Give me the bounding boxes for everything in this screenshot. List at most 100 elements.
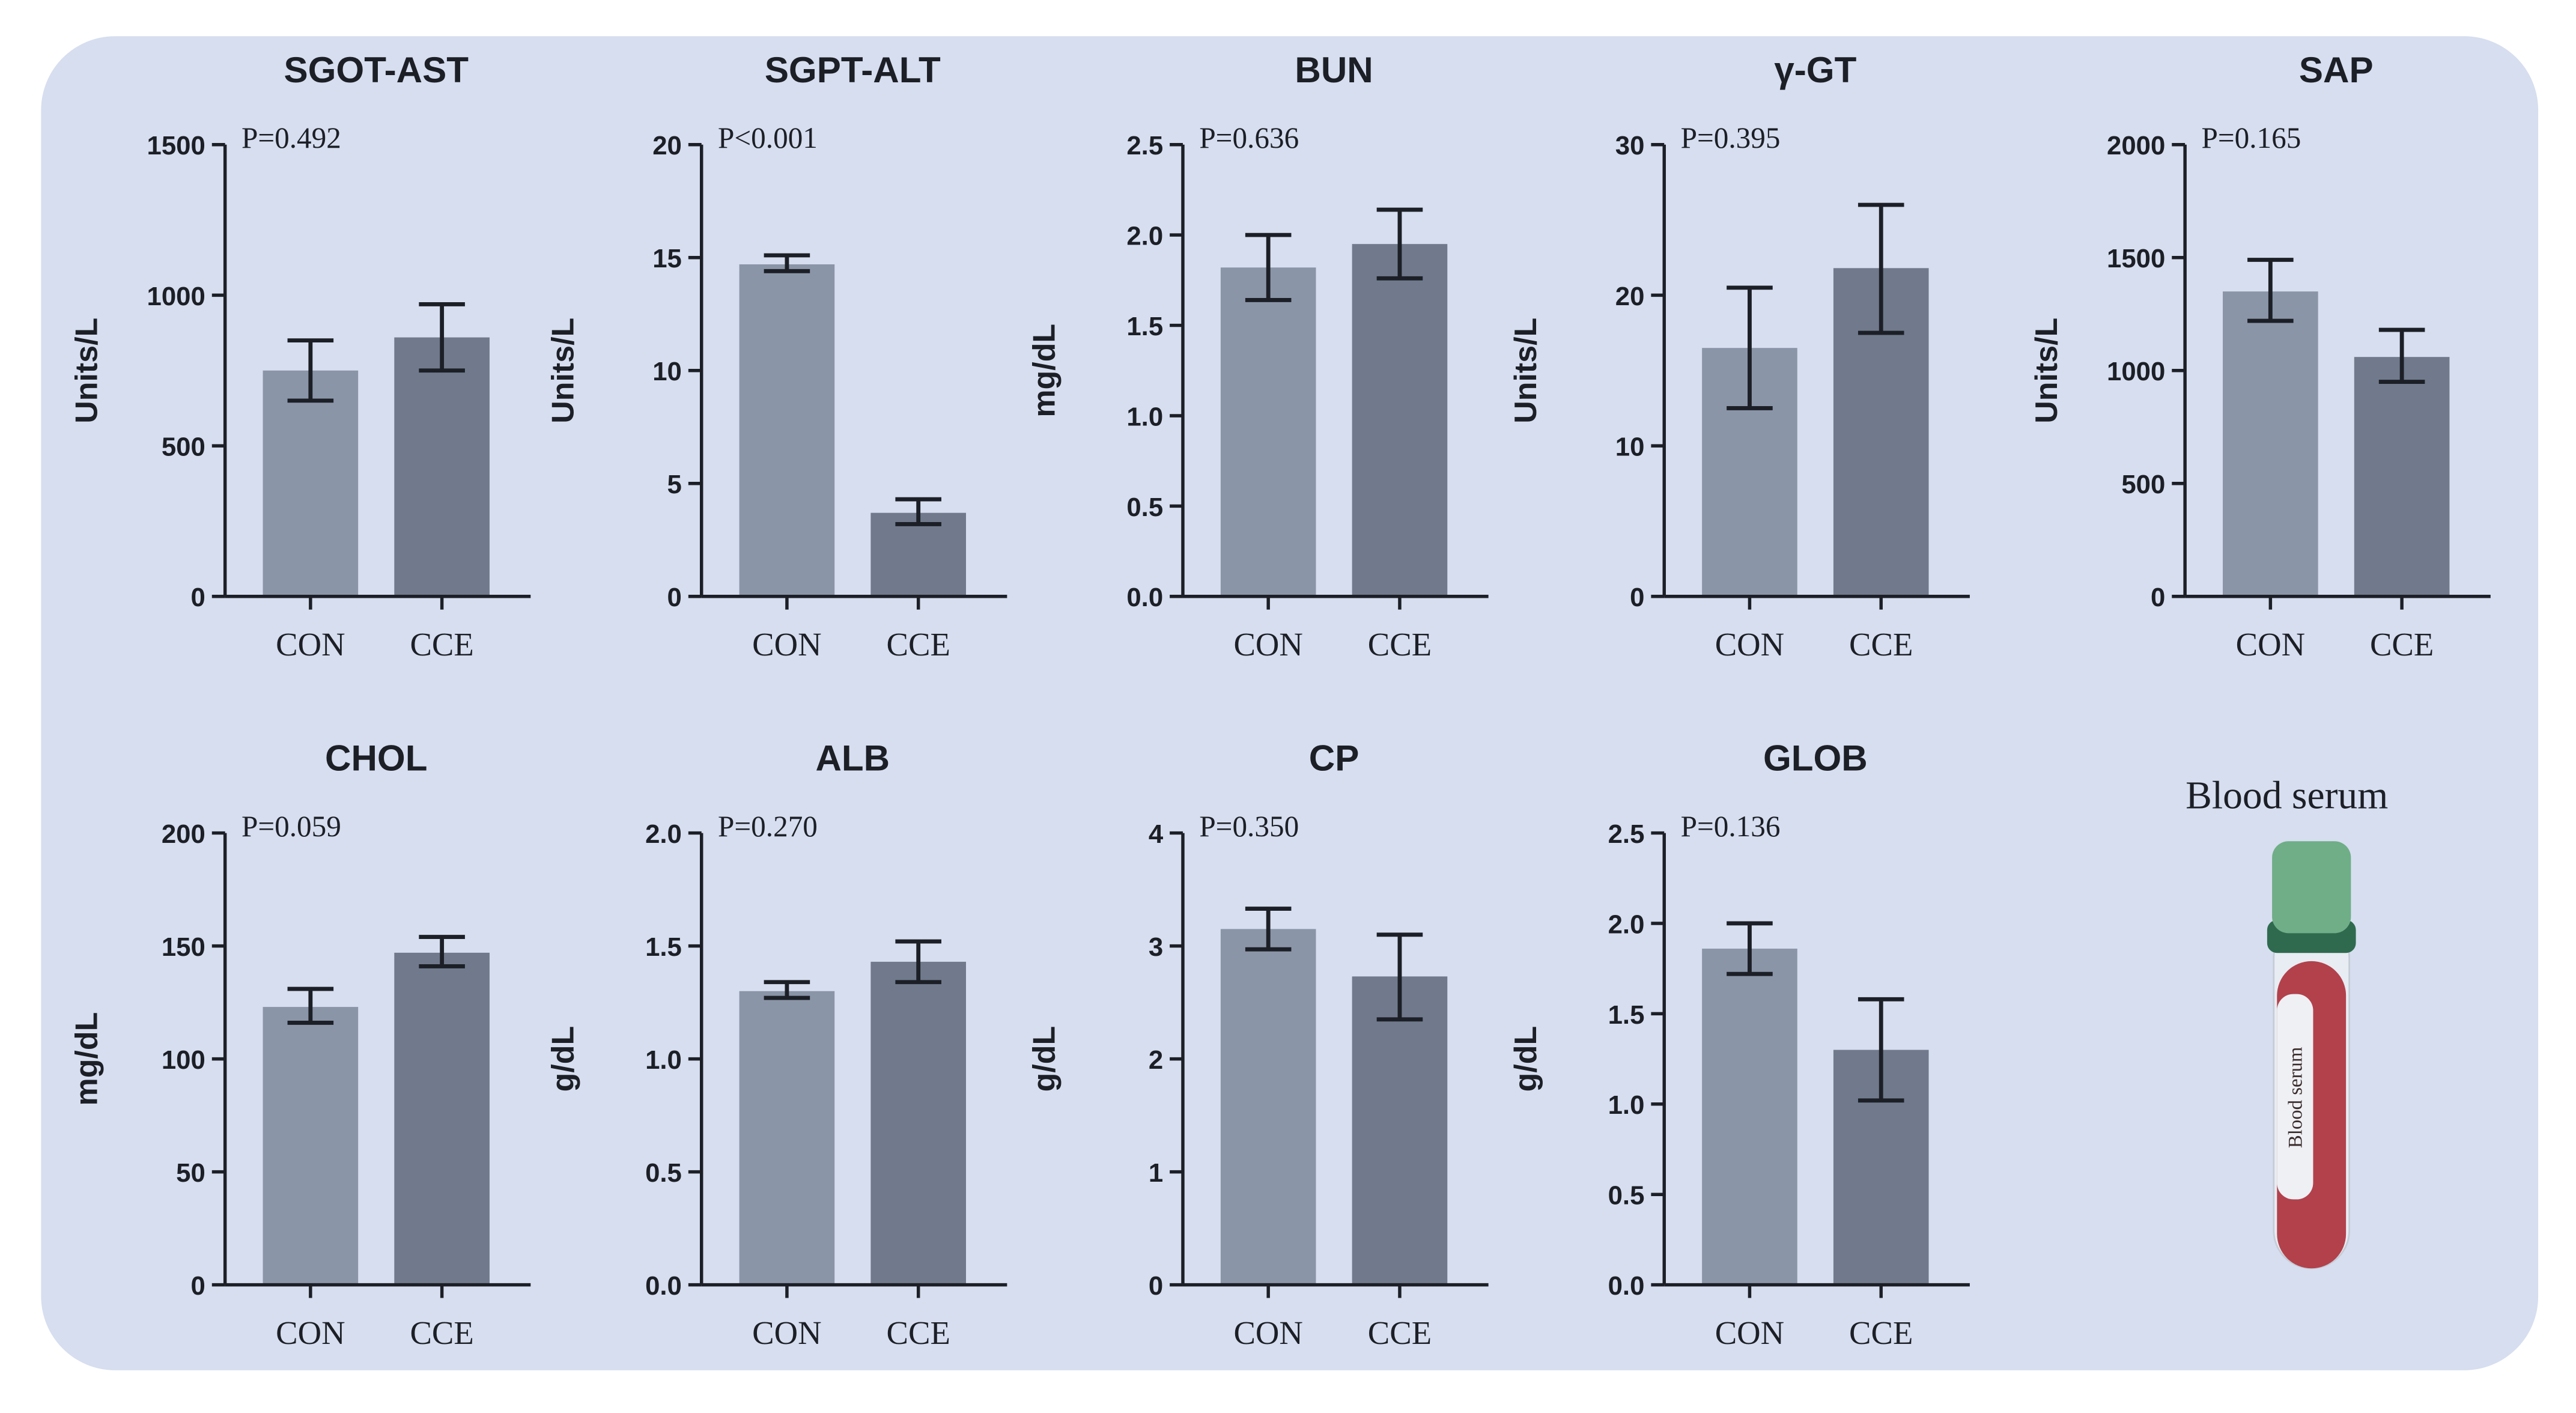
y-tick-label: 0 bbox=[2151, 583, 2165, 612]
chart--gt: γ-GT P=0.395 Units/L CON CCE 0 10 20 30 bbox=[1508, 50, 1970, 663]
chart-title: SGPT-ALT bbox=[765, 50, 941, 90]
x-tick-label: CCE bbox=[1849, 1314, 1913, 1351]
x-tick-label: CCE bbox=[410, 1314, 473, 1351]
y-tick-label: 1000 bbox=[147, 282, 205, 311]
x-tick-label: CON bbox=[276, 626, 345, 663]
p-value: P=0.492 bbox=[242, 121, 341, 154]
y-tick-label: 0 bbox=[1149, 1271, 1163, 1301]
chart-title: BUN bbox=[1295, 50, 1373, 90]
x-tick-label: CCE bbox=[887, 626, 950, 663]
y-axis-label: mg/dL bbox=[69, 1012, 104, 1106]
x-tick-label: CON bbox=[1715, 626, 1784, 663]
p-value: P=0.059 bbox=[242, 810, 341, 843]
x-tick-label: CON bbox=[1233, 626, 1302, 663]
y-tick-label: 2000 bbox=[2107, 131, 2165, 160]
bar-con bbox=[739, 264, 835, 597]
y-tick-label: 0.5 bbox=[645, 1158, 682, 1188]
p-value: P<0.001 bbox=[718, 121, 818, 154]
bar-con bbox=[1220, 267, 1316, 597]
y-tick-label: 1.0 bbox=[1608, 1090, 1645, 1120]
bar-cce bbox=[1352, 976, 1448, 1285]
chart-bun: BUN P=0.636 mg/dL CON CCE 0.0 0.5 1.0 1.5 2.0 2.5 bbox=[1027, 50, 1489, 663]
x-tick-label: CCE bbox=[1849, 626, 1913, 663]
y-tick-label: 1.0 bbox=[1126, 402, 1163, 431]
y-axis-label: Units/L bbox=[1508, 318, 1543, 424]
y-tick-label: 0.0 bbox=[1608, 1271, 1645, 1301]
chart-alb: ALB P=0.270 g/dL CON CCE 0.0 0.5 1.0 1.5 2.0 bbox=[545, 738, 1007, 1351]
p-value: P=0.165 bbox=[2201, 121, 2301, 154]
tube-label: Blood serum bbox=[2285, 1047, 2306, 1149]
chart-glob: GLOB P=0.136 g/dL CON CCE 0.0 0.5 1.0 1.5 2.0 2.5 bbox=[1508, 738, 1970, 1351]
y-tick-label: 0.0 bbox=[645, 1271, 682, 1301]
y-tick-label: 0 bbox=[1630, 583, 1644, 612]
y-tick-label: 50 bbox=[176, 1158, 205, 1188]
y-tick-label: 2.5 bbox=[1608, 819, 1645, 849]
y-tick-label: 500 bbox=[162, 433, 205, 462]
y-tick-label: 2 bbox=[1149, 1045, 1163, 1075]
x-tick-label: CON bbox=[1715, 1314, 1784, 1351]
y-tick-label: 10 bbox=[1615, 433, 1645, 462]
y-axis-label: g/dL bbox=[1027, 1026, 1062, 1092]
y-tick-label: 15 bbox=[652, 244, 682, 273]
x-tick-label: CON bbox=[752, 1314, 821, 1351]
tube-cap bbox=[2272, 841, 2351, 934]
illustration-title: Blood serum bbox=[2186, 774, 2388, 818]
chart-sgpt-alt: SGPT-ALT P<0.001 Units/L CON CCE 0 5 10 15 20 bbox=[545, 50, 1007, 663]
blood-serum-illustration: Blood serum Blood serum bbox=[2186, 774, 2388, 1269]
chart-chol: CHOL P=0.059 mg/dL CON CCE 0 50 100 150 200 bbox=[69, 738, 531, 1351]
y-tick-label: 4 bbox=[1149, 819, 1164, 849]
chart-title: GLOB bbox=[1763, 738, 1868, 779]
chart-cp: CP P=0.350 g/dL CON CCE 0 1 2 3 4 bbox=[1027, 738, 1489, 1351]
p-value: P=0.395 bbox=[1681, 121, 1781, 154]
p-value: P=0.270 bbox=[718, 810, 818, 843]
x-tick-label: CCE bbox=[887, 1314, 950, 1351]
y-tick-label: 0.0 bbox=[1126, 583, 1163, 612]
y-tick-label: 0 bbox=[667, 583, 682, 612]
x-tick-label: CCE bbox=[2370, 626, 2434, 663]
p-value: P=0.350 bbox=[1199, 810, 1299, 843]
y-axis-label: Units/L bbox=[2029, 318, 2064, 424]
y-axis-label: g/dL bbox=[545, 1026, 580, 1092]
y-tick-label: 5 bbox=[667, 470, 682, 499]
y-tick-label: 2.0 bbox=[1126, 222, 1163, 251]
y-axis-label: g/dL bbox=[1508, 1026, 1543, 1092]
bar-con bbox=[739, 991, 835, 1285]
y-tick-label: 3 bbox=[1149, 932, 1163, 962]
bar-cce bbox=[2354, 357, 2450, 597]
y-tick-label: 0 bbox=[190, 1271, 205, 1301]
bar-cce bbox=[1352, 244, 1448, 597]
y-tick-label: 2.0 bbox=[645, 819, 682, 849]
bar-cce bbox=[870, 512, 966, 597]
y-tick-label: 1.0 bbox=[645, 1045, 682, 1075]
chart-title: CP bbox=[1309, 738, 1359, 779]
x-tick-label: CON bbox=[2236, 626, 2305, 663]
y-tick-label: 1.5 bbox=[1126, 312, 1163, 341]
x-tick-label: CCE bbox=[410, 626, 473, 663]
chart-title: CHOL bbox=[325, 738, 427, 779]
bar-cce bbox=[394, 952, 490, 1285]
chart-title: γ-GT bbox=[1774, 50, 1856, 90]
y-tick-label: 1.5 bbox=[645, 932, 682, 962]
y-tick-label: 0 bbox=[190, 583, 205, 612]
chart-sgot-ast: SGOT-AST P=0.492 Units/L CON CCE 0 500 1000 1500 bbox=[69, 50, 531, 663]
bar-con bbox=[1702, 949, 1797, 1285]
tube-label-sticker bbox=[2277, 994, 2313, 1200]
y-tick-label: 20 bbox=[652, 131, 682, 160]
y-tick-label: 1 bbox=[1149, 1158, 1163, 1188]
bar-con bbox=[1220, 929, 1316, 1285]
y-tick-label: 1000 bbox=[2107, 357, 2165, 386]
x-tick-label: CCE bbox=[1368, 626, 1432, 663]
y-tick-label: 500 bbox=[2121, 470, 2165, 499]
y-tick-label: 2.5 bbox=[1126, 131, 1163, 160]
bar-con bbox=[263, 370, 359, 597]
y-tick-label: 150 bbox=[162, 932, 205, 962]
y-tick-label: 1500 bbox=[2107, 244, 2165, 273]
y-tick-label: 1500 bbox=[147, 131, 205, 160]
bar-con bbox=[2223, 291, 2318, 597]
y-tick-label: 30 bbox=[1615, 131, 1645, 160]
bar-con bbox=[263, 1007, 359, 1285]
y-tick-label: 200 bbox=[162, 819, 205, 849]
x-tick-label: CON bbox=[276, 1314, 345, 1351]
